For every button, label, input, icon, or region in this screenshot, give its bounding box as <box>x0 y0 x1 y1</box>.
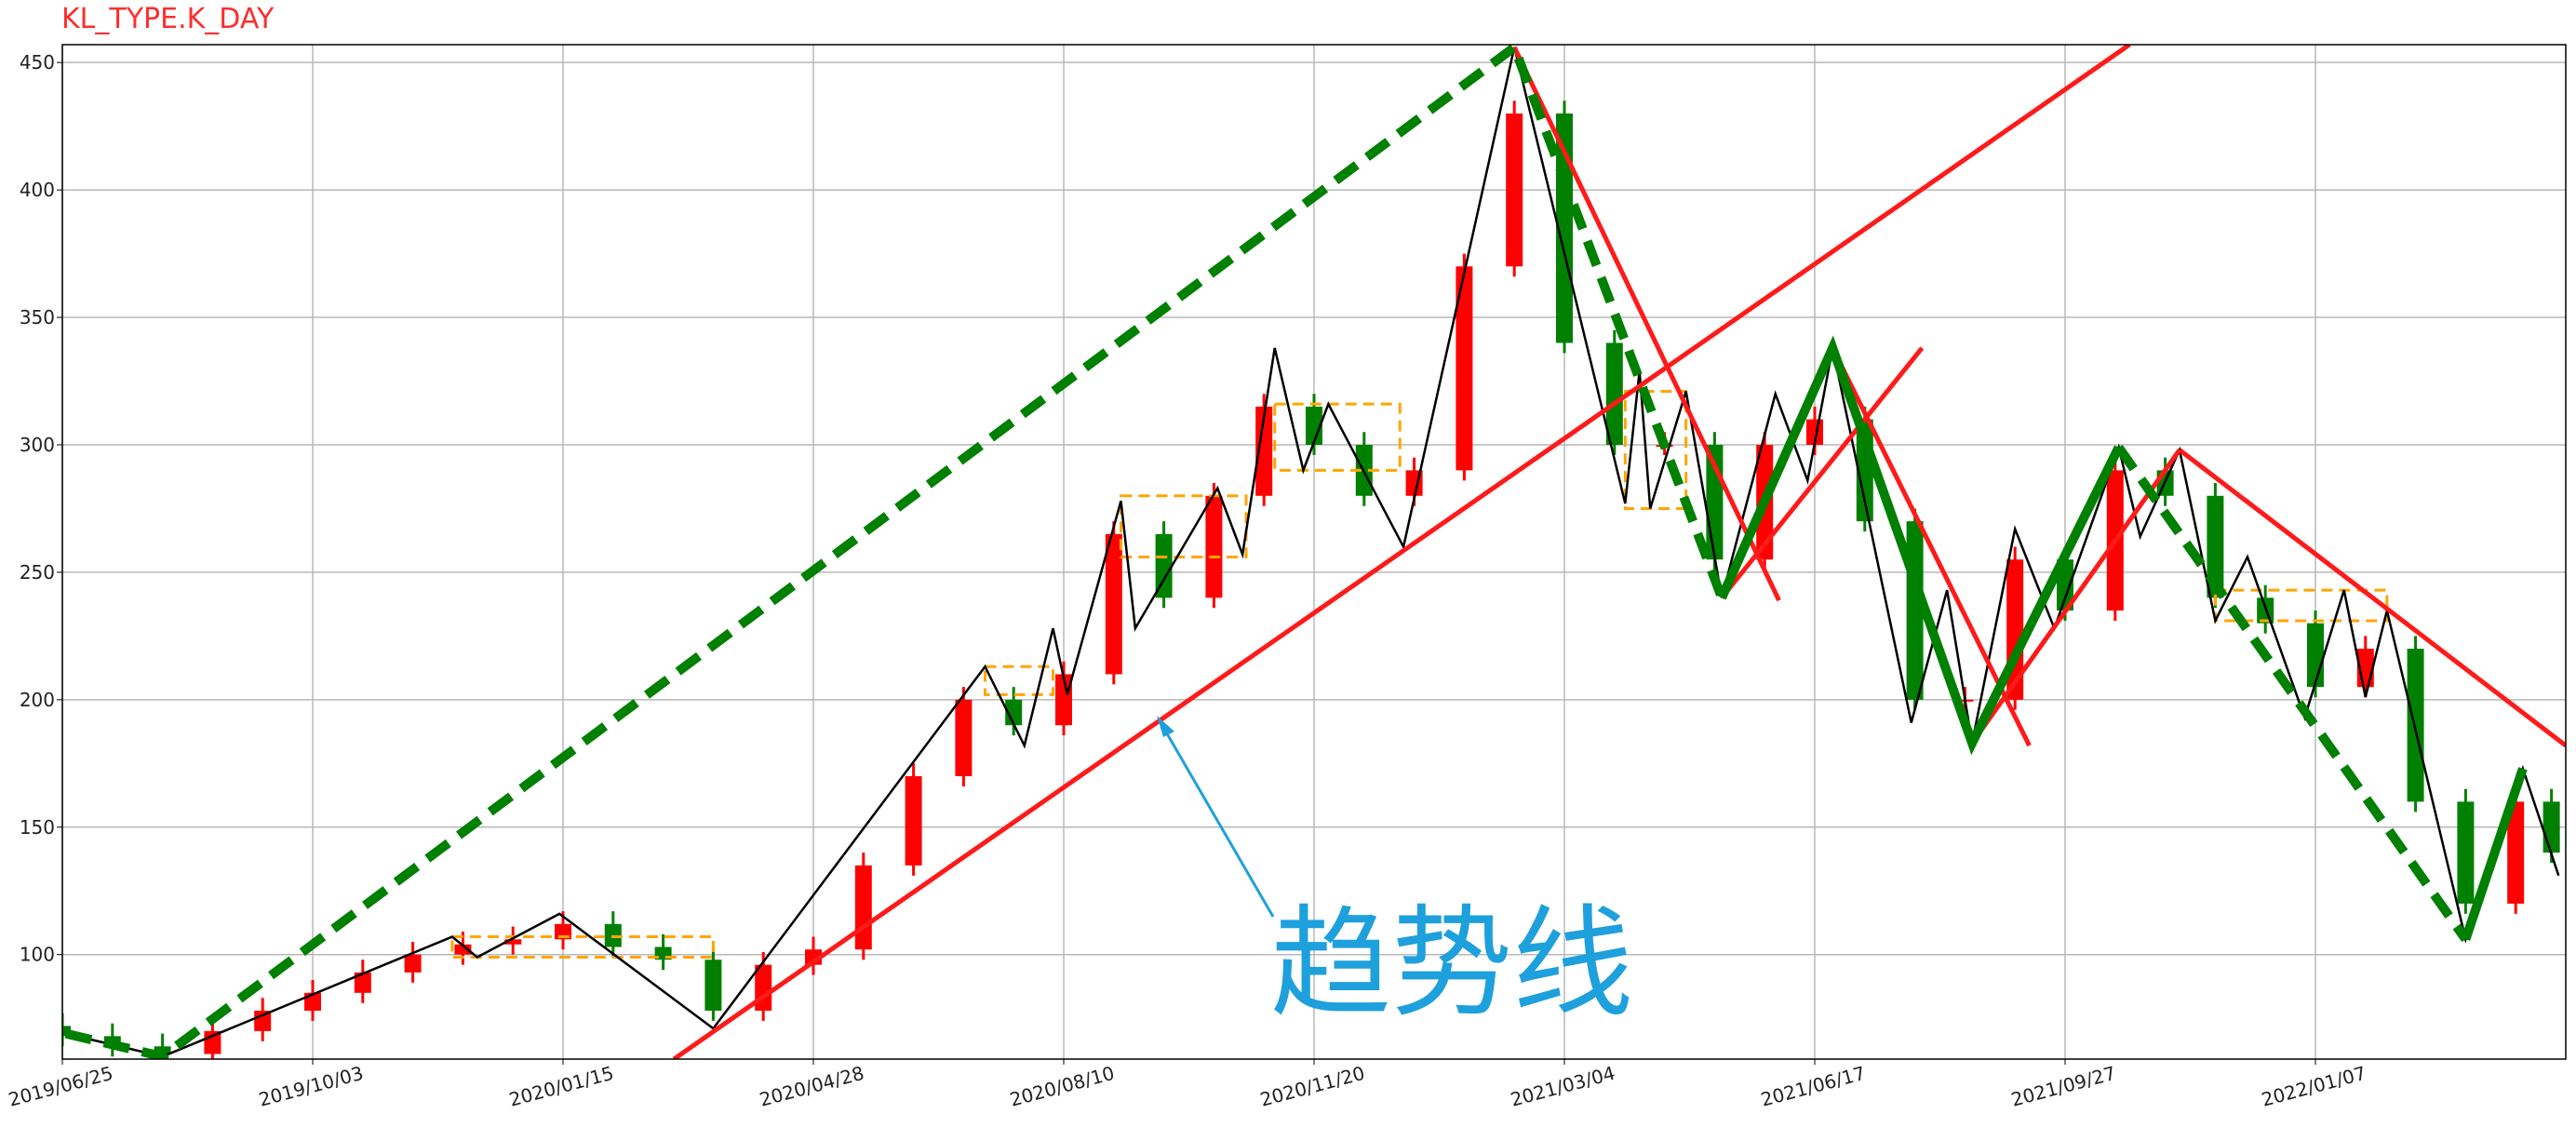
candle-body <box>755 964 772 1011</box>
bi-line <box>65 47 2560 1058</box>
segment-line <box>2114 444 2470 943</box>
annotation-arrow <box>1160 723 1275 918</box>
candle-body <box>454 944 472 955</box>
y-tick-label: 400 <box>20 179 55 201</box>
candle-body <box>1055 674 1072 726</box>
candle-body <box>955 699 973 777</box>
candle-body <box>1105 533 1122 675</box>
candle-body <box>154 1046 171 1054</box>
candle-body <box>704 960 722 1011</box>
candle-body <box>1205 495 1223 598</box>
candle-body <box>2307 623 2324 688</box>
candle-body <box>1306 406 1322 445</box>
zhongshu-box <box>450 935 715 959</box>
segment-line <box>2461 767 2528 941</box>
candle-body <box>1005 699 1023 726</box>
candle-body <box>354 972 371 993</box>
zhongshu-box <box>1119 494 1248 558</box>
zhongshu-box <box>983 664 1054 696</box>
plot-area <box>62 45 2566 1059</box>
candle-body <box>1605 342 1623 445</box>
y-tick-label: 350 <box>20 306 55 329</box>
y-tick-label: 250 <box>20 561 55 584</box>
candle-body <box>1506 113 1523 267</box>
y-tick-label: 300 <box>20 434 55 456</box>
candle-body <box>1456 266 1473 471</box>
trend-line <box>1720 346 1925 599</box>
candle-body <box>854 865 872 950</box>
annotation: 趋势线 <box>1270 893 1633 1034</box>
candle-body <box>404 954 422 973</box>
segment-line <box>64 45 1726 1059</box>
trend-line <box>1970 449 2182 745</box>
chart-title: KL_TYPE.K_DAY <box>61 3 275 35</box>
trend-line <box>2178 448 2566 748</box>
y-tick-label: 150 <box>20 816 55 839</box>
y-tick-label: 100 <box>20 944 55 966</box>
zhongshu-box <box>2213 588 2389 623</box>
candle-body <box>504 939 522 945</box>
y-tick-label: 450 <box>20 51 55 74</box>
segment-line <box>1717 335 2124 756</box>
candle-body <box>2207 495 2224 598</box>
candle-body <box>1155 533 1173 598</box>
y-tick-label: 200 <box>20 689 55 711</box>
arrow-head <box>1157 716 1174 737</box>
candle-body <box>2457 801 2475 904</box>
candle-body <box>2507 801 2525 904</box>
trend-line <box>1511 46 1781 602</box>
candle-body <box>2542 801 2560 853</box>
candle-body <box>1255 406 1273 496</box>
zhongshu-box <box>1273 402 1402 472</box>
trend-line <box>672 45 2131 1059</box>
trend-line <box>1830 346 2032 747</box>
candle-body <box>905 776 922 866</box>
